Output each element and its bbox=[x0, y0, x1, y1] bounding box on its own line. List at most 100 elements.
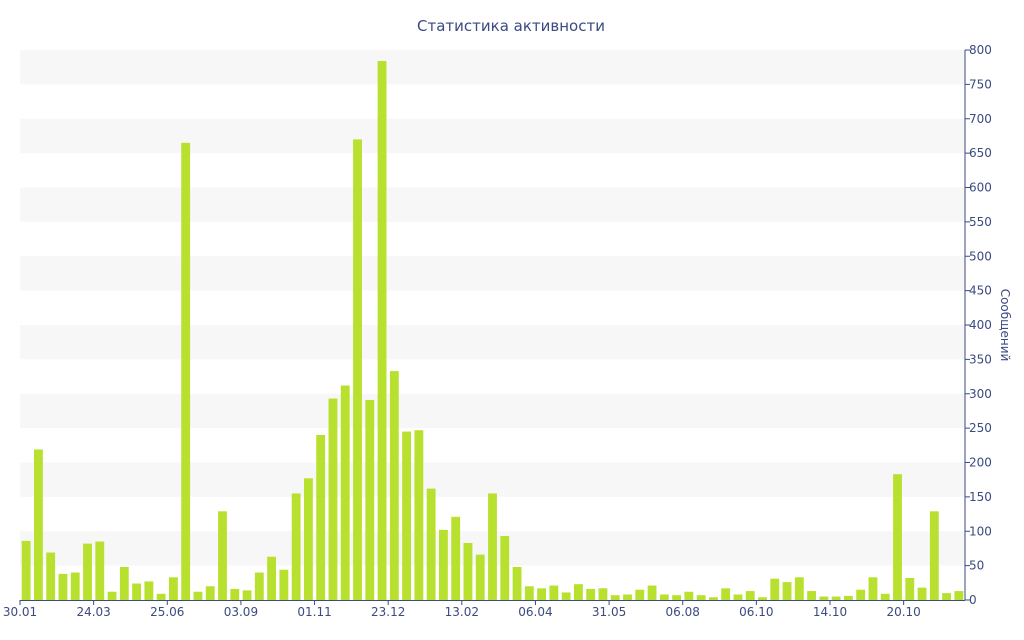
bar bbox=[623, 594, 632, 600]
y-tick-label: 0 bbox=[969, 593, 977, 607]
bar bbox=[905, 578, 915, 600]
bar bbox=[893, 474, 902, 600]
bar bbox=[33, 449, 43, 600]
grid-band bbox=[20, 187, 965, 222]
bar bbox=[537, 588, 547, 600]
y-tick-label: 150 bbox=[969, 490, 992, 504]
y-tick-label: 200 bbox=[969, 456, 992, 470]
bar bbox=[512, 567, 522, 600]
x-tick-label: 24.03 bbox=[76, 605, 110, 619]
y-tick-label: 400 bbox=[969, 318, 992, 332]
bar bbox=[561, 592, 571, 600]
bar bbox=[144, 581, 154, 600]
bar bbox=[291, 493, 301, 600]
x-tick-label: 06.10 bbox=[739, 605, 773, 619]
y-tick-label: 100 bbox=[969, 524, 992, 538]
bar bbox=[659, 594, 669, 600]
bar bbox=[880, 593, 890, 600]
bar bbox=[70, 572, 80, 600]
y-axis: 0 50 100 150 200 250 300 350 400 450 500 550 600 650 7… bbox=[964, 43, 992, 607]
bar bbox=[181, 142, 191, 600]
grid-band bbox=[20, 393, 965, 429]
x-tick-label: 31.05 bbox=[592, 605, 626, 619]
bars bbox=[21, 61, 964, 601]
bar bbox=[279, 569, 289, 600]
y-tick-label: 250 bbox=[969, 421, 992, 435]
bar bbox=[610, 595, 620, 600]
y-tick-label: 800 bbox=[969, 43, 992, 57]
bar bbox=[672, 595, 682, 600]
bar bbox=[218, 511, 227, 600]
bar bbox=[353, 139, 362, 601]
bar bbox=[635, 589, 645, 600]
x-tick-label: 03.09 bbox=[224, 605, 258, 619]
bar bbox=[831, 596, 841, 600]
bar bbox=[119, 567, 129, 600]
x-axis: 30.01 24.03 25.06 03.09 01.11 23.12 13.02 06.04… bbox=[3, 600, 965, 619]
y-tick-label: 650 bbox=[969, 146, 992, 160]
y-tick-label: 350 bbox=[969, 352, 992, 366]
grid-band bbox=[20, 118, 965, 154]
bar bbox=[377, 61, 387, 600]
bar bbox=[438, 529, 448, 601]
bar bbox=[475, 554, 485, 601]
bar bbox=[389, 371, 399, 600]
x-tick-label: 14.10 bbox=[813, 605, 847, 619]
bar bbox=[230, 589, 240, 600]
bar bbox=[107, 591, 117, 600]
grid-bands bbox=[20, 50, 965, 566]
bar bbox=[488, 493, 497, 600]
bar bbox=[83, 543, 92, 601]
bar bbox=[770, 578, 780, 600]
bar bbox=[733, 594, 743, 600]
bar bbox=[168, 577, 178, 600]
bar bbox=[586, 589, 596, 600]
bar bbox=[46, 552, 56, 600]
bar bbox=[156, 593, 166, 600]
x-tick-label: 20.10 bbox=[886, 605, 920, 619]
bar bbox=[340, 385, 350, 600]
bar bbox=[242, 590, 252, 601]
y-tick-label: 550 bbox=[969, 215, 992, 229]
bar bbox=[782, 582, 792, 601]
bar bbox=[402, 431, 412, 600]
bar bbox=[942, 593, 952, 601]
bar bbox=[365, 399, 375, 600]
x-tick-label: 01.11 bbox=[297, 605, 331, 619]
y-tick-label: 750 bbox=[969, 77, 992, 91]
bar bbox=[254, 572, 264, 600]
y-tick-label: 50 bbox=[969, 559, 984, 573]
bar bbox=[758, 597, 767, 600]
x-tick-label: 25.06 bbox=[150, 605, 184, 619]
bar bbox=[807, 591, 817, 600]
bar bbox=[708, 597, 718, 600]
grid-band bbox=[20, 256, 965, 291]
bar bbox=[696, 595, 706, 600]
bar bbox=[132, 583, 142, 600]
bar bbox=[58, 573, 68, 601]
bar bbox=[463, 542, 473, 600]
bar bbox=[414, 430, 424, 600]
bar bbox=[843, 595, 853, 601]
x-tick-label: 23.12 bbox=[371, 605, 405, 619]
bar bbox=[954, 591, 964, 600]
y-tick-label: 600 bbox=[969, 181, 992, 195]
bar bbox=[684, 591, 694, 600]
bar bbox=[500, 536, 510, 600]
grid-band bbox=[20, 50, 965, 85]
x-tick-label: 13.02 bbox=[445, 605, 479, 619]
bar bbox=[303, 478, 313, 600]
bar bbox=[819, 596, 829, 600]
y-tick-label: 450 bbox=[969, 284, 992, 298]
bar bbox=[21, 540, 31, 601]
bar bbox=[95, 541, 105, 600]
bar bbox=[794, 577, 804, 600]
bar bbox=[426, 488, 436, 601]
x-tick-label: 06.04 bbox=[518, 605, 552, 619]
bar bbox=[856, 589, 866, 600]
bar bbox=[573, 584, 583, 600]
bar bbox=[549, 585, 559, 600]
y-axis-label: Сообщений bbox=[998, 289, 1012, 362]
grid-band bbox=[20, 325, 965, 360]
